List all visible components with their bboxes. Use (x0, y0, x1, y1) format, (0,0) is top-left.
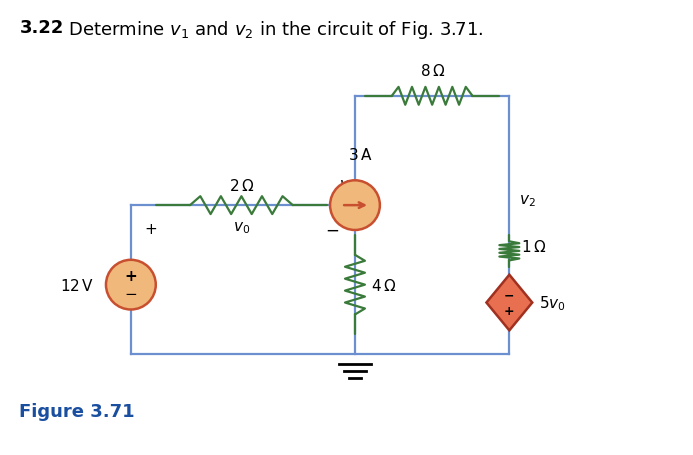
Text: $v_0$: $v_0$ (233, 220, 250, 235)
Text: $2\,\Omega$: $2\,\Omega$ (229, 178, 254, 194)
Text: Figure 3.71: Figure 3.71 (19, 402, 135, 420)
Text: +: + (125, 268, 137, 283)
Text: $8\,\Omega$: $8\,\Omega$ (419, 63, 445, 79)
Text: +: + (504, 304, 515, 317)
Text: 3.22: 3.22 (19, 19, 64, 37)
Text: $v_1$: $v_1$ (339, 178, 356, 194)
Text: $3\,\mathrm{A}$: $3\,\mathrm{A}$ (348, 147, 372, 163)
Polygon shape (486, 275, 532, 331)
Text: $v_2$: $v_2$ (519, 193, 536, 208)
Text: $5v_0$: $5v_0$ (539, 293, 566, 312)
Text: $12\,\mathrm{V}$: $12\,\mathrm{V}$ (60, 277, 94, 293)
Circle shape (106, 260, 156, 310)
Text: +: + (144, 222, 157, 237)
Text: −: − (125, 287, 137, 301)
Text: −: − (325, 222, 339, 239)
Circle shape (330, 181, 380, 231)
Text: $4\,\Omega$: $4\,\Omega$ (371, 277, 396, 293)
Text: −: − (504, 288, 515, 301)
Text: $1\,\Omega$: $1\,\Omega$ (521, 238, 547, 254)
Text: Determine $v_1$ and $v_2$ in the circuit of Fig. 3.71.: Determine $v_1$ and $v_2$ in the circuit… (57, 19, 484, 41)
